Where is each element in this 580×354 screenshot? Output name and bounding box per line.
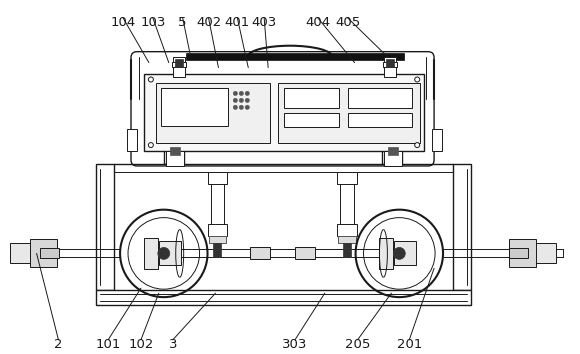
Text: 303: 303: [282, 338, 307, 351]
Text: 403: 403: [252, 16, 277, 29]
Circle shape: [415, 143, 420, 148]
Bar: [295, 247, 315, 259]
Bar: [208, 224, 227, 235]
Bar: [385, 151, 403, 166]
Bar: [96, 290, 471, 305]
Bar: [509, 240, 536, 267]
Bar: [170, 147, 180, 155]
Text: 2: 2: [54, 338, 63, 351]
Circle shape: [233, 91, 238, 96]
Text: 404: 404: [305, 16, 331, 29]
Bar: [156, 84, 270, 143]
Bar: [161, 88, 229, 126]
FancyBboxPatch shape: [131, 52, 434, 166]
Bar: [175, 59, 183, 67]
Text: 102: 102: [128, 338, 154, 351]
Bar: [394, 241, 416, 266]
Bar: [379, 238, 393, 269]
Circle shape: [233, 98, 238, 103]
Circle shape: [245, 91, 249, 96]
Bar: [284, 113, 339, 127]
Circle shape: [239, 91, 244, 96]
Bar: [30, 240, 57, 267]
Text: 405: 405: [335, 16, 360, 29]
Bar: [347, 113, 412, 127]
Bar: [96, 164, 114, 290]
Bar: [159, 241, 181, 266]
Bar: [284, 88, 339, 108]
Bar: [278, 84, 420, 143]
Circle shape: [158, 247, 170, 259]
Bar: [347, 88, 412, 108]
Bar: [432, 129, 442, 151]
Bar: [383, 62, 397, 67]
Bar: [10, 244, 57, 263]
Bar: [337, 224, 357, 235]
Text: 101: 101: [96, 338, 121, 351]
Circle shape: [148, 143, 153, 148]
Bar: [166, 151, 184, 166]
Bar: [173, 57, 184, 76]
Bar: [509, 249, 528, 258]
Bar: [186, 53, 404, 59]
Text: 401: 401: [224, 16, 250, 29]
Text: 205: 205: [345, 338, 370, 351]
Bar: [144, 238, 158, 269]
Bar: [172, 62, 186, 67]
Circle shape: [245, 105, 249, 109]
Circle shape: [245, 98, 249, 103]
Bar: [386, 59, 394, 67]
Circle shape: [393, 247, 405, 259]
Bar: [39, 249, 60, 258]
Bar: [338, 235, 356, 244]
Text: 402: 402: [196, 16, 221, 29]
Bar: [453, 164, 471, 290]
Circle shape: [415, 77, 420, 82]
Bar: [389, 147, 398, 155]
Bar: [385, 57, 396, 76]
Circle shape: [233, 105, 238, 109]
Bar: [213, 244, 222, 257]
Text: 3: 3: [168, 338, 177, 351]
Bar: [144, 74, 424, 151]
Bar: [208, 172, 227, 184]
Text: 103: 103: [140, 16, 165, 29]
Bar: [343, 244, 351, 257]
Bar: [209, 235, 226, 244]
Text: 5: 5: [179, 16, 187, 29]
Circle shape: [239, 98, 244, 103]
Circle shape: [148, 77, 153, 82]
Bar: [250, 247, 270, 259]
Bar: [337, 172, 357, 184]
Text: 201: 201: [397, 338, 422, 351]
Bar: [127, 129, 137, 151]
Bar: [509, 244, 556, 263]
Circle shape: [239, 105, 244, 109]
Text: 104: 104: [110, 16, 136, 29]
